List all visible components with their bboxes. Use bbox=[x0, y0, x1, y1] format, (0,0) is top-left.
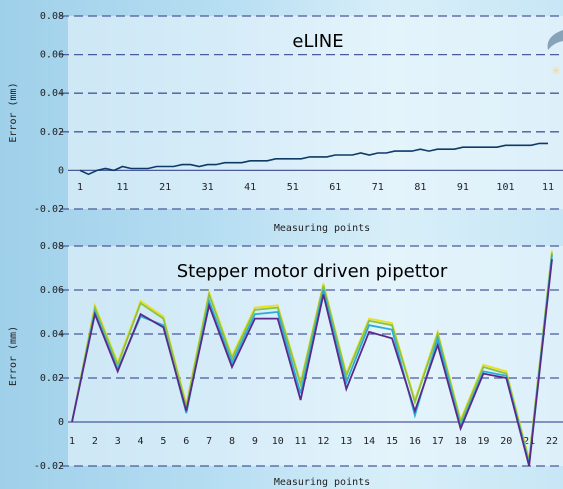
stepper-x-tick-label: 9 bbox=[252, 436, 258, 447]
c1-y-tick-label: 0.02 bbox=[40, 127, 64, 138]
stepper-x-axis-label: Measuring points bbox=[274, 477, 370, 488]
stepper-plot-area bbox=[68, 246, 563, 466]
eline-y-axis-label: Error (mm) bbox=[8, 82, 19, 142]
stepper-x-tick-label: 4 bbox=[138, 436, 144, 447]
eline-x-tick-label: 71 bbox=[372, 182, 384, 193]
c1-y-tick-label: 0.08 bbox=[40, 11, 64, 22]
eline-x-tick-label: 61 bbox=[329, 182, 341, 193]
stepper-x-tick-label: 13 bbox=[340, 436, 352, 447]
eline-x-tick-label: 21 bbox=[159, 182, 171, 193]
stepper-chart: 0.080.060.040.020-0.02 1 2 3 4 5 6 7 8 9 10 11 12 13… bbox=[8, 241, 563, 488]
eline-x-tick-label: 101 bbox=[496, 182, 514, 193]
stepper-x-tick-label: 18 bbox=[455, 436, 467, 447]
stepper-x-tick-label: 3 bbox=[115, 436, 121, 447]
stepper-x-tick-label: 6 bbox=[183, 436, 189, 447]
stepper-x-tick-label: 19 bbox=[477, 436, 489, 447]
eline-x-tick-label: 91 bbox=[457, 182, 469, 193]
c1-y-tick-label: 0.06 bbox=[40, 50, 64, 61]
c2-y-tick-label: -0.02 bbox=[34, 461, 64, 472]
eline-x-tick-label: 1 bbox=[77, 182, 83, 193]
stepper-x-tick-label: 2 bbox=[92, 436, 98, 447]
stepper-series-line bbox=[71, 259, 553, 467]
c1-y-tick-label: 0 bbox=[58, 165, 64, 176]
eline-x-tick-label: 31 bbox=[202, 182, 214, 193]
eline-series-line bbox=[79, 142, 548, 176]
c2-y-tick-label: 0 bbox=[58, 417, 64, 428]
stepper-x-tick-label: 17 bbox=[432, 436, 444, 447]
eline-x-axis-label: Measuring points bbox=[274, 223, 370, 234]
c1-y-tick-label: -0.02 bbox=[34, 204, 64, 215]
stepper-y-axis-label: Error (mm) bbox=[8, 326, 19, 386]
stepper-x-tick-label: 20 bbox=[500, 436, 512, 447]
eline-x-tick-label: 41 bbox=[244, 182, 256, 193]
stepper-x-tick-label: 11 bbox=[295, 436, 307, 447]
eline-plot-area bbox=[68, 16, 563, 209]
stepper-x-tick-label: 22 bbox=[546, 436, 558, 447]
c2-y-tick-label: 0.06 bbox=[40, 285, 64, 296]
eline-x-tick-label: 11 bbox=[117, 182, 129, 193]
stepper-series-line bbox=[71, 252, 553, 462]
eline-chart-title: eLINE bbox=[292, 31, 343, 52]
eline-x-tick-label: 51 bbox=[287, 182, 299, 193]
c1-y-tick-label: 0.04 bbox=[40, 88, 64, 99]
stepper-x-tick-label: 12 bbox=[317, 436, 329, 447]
stepper-x-tick-label: 21 bbox=[523, 436, 535, 447]
stepper-x-tick-label: 7 bbox=[206, 436, 212, 447]
eline-chart: 0.080.060.040.020-0.02 1 11 21 31 41 51 61 71 81… bbox=[8, 11, 563, 234]
stepper-x-tick-label: 5 bbox=[160, 436, 166, 447]
c2-y-tick-label: 0.04 bbox=[40, 329, 64, 340]
stepper-x-tick-label: 15 bbox=[386, 436, 398, 447]
stepper-chart-title: Stepper motor driven pipettor bbox=[177, 261, 448, 282]
c2-y-tick-label: 0.08 bbox=[40, 241, 64, 252]
eline-x-tick-label: 11 bbox=[542, 182, 554, 193]
stepper-x-tick-label: 16 bbox=[409, 436, 421, 447]
stepper-x-tick-label: 8 bbox=[229, 436, 235, 447]
eline-x-tick-label: 81 bbox=[414, 182, 426, 193]
stepper-x-tick-label: 1 bbox=[69, 436, 75, 447]
stepper-x-tick-label: 14 bbox=[363, 436, 375, 447]
c2-y-tick-label: 0.02 bbox=[40, 373, 64, 384]
stepper-x-tick-label: 10 bbox=[272, 436, 284, 447]
